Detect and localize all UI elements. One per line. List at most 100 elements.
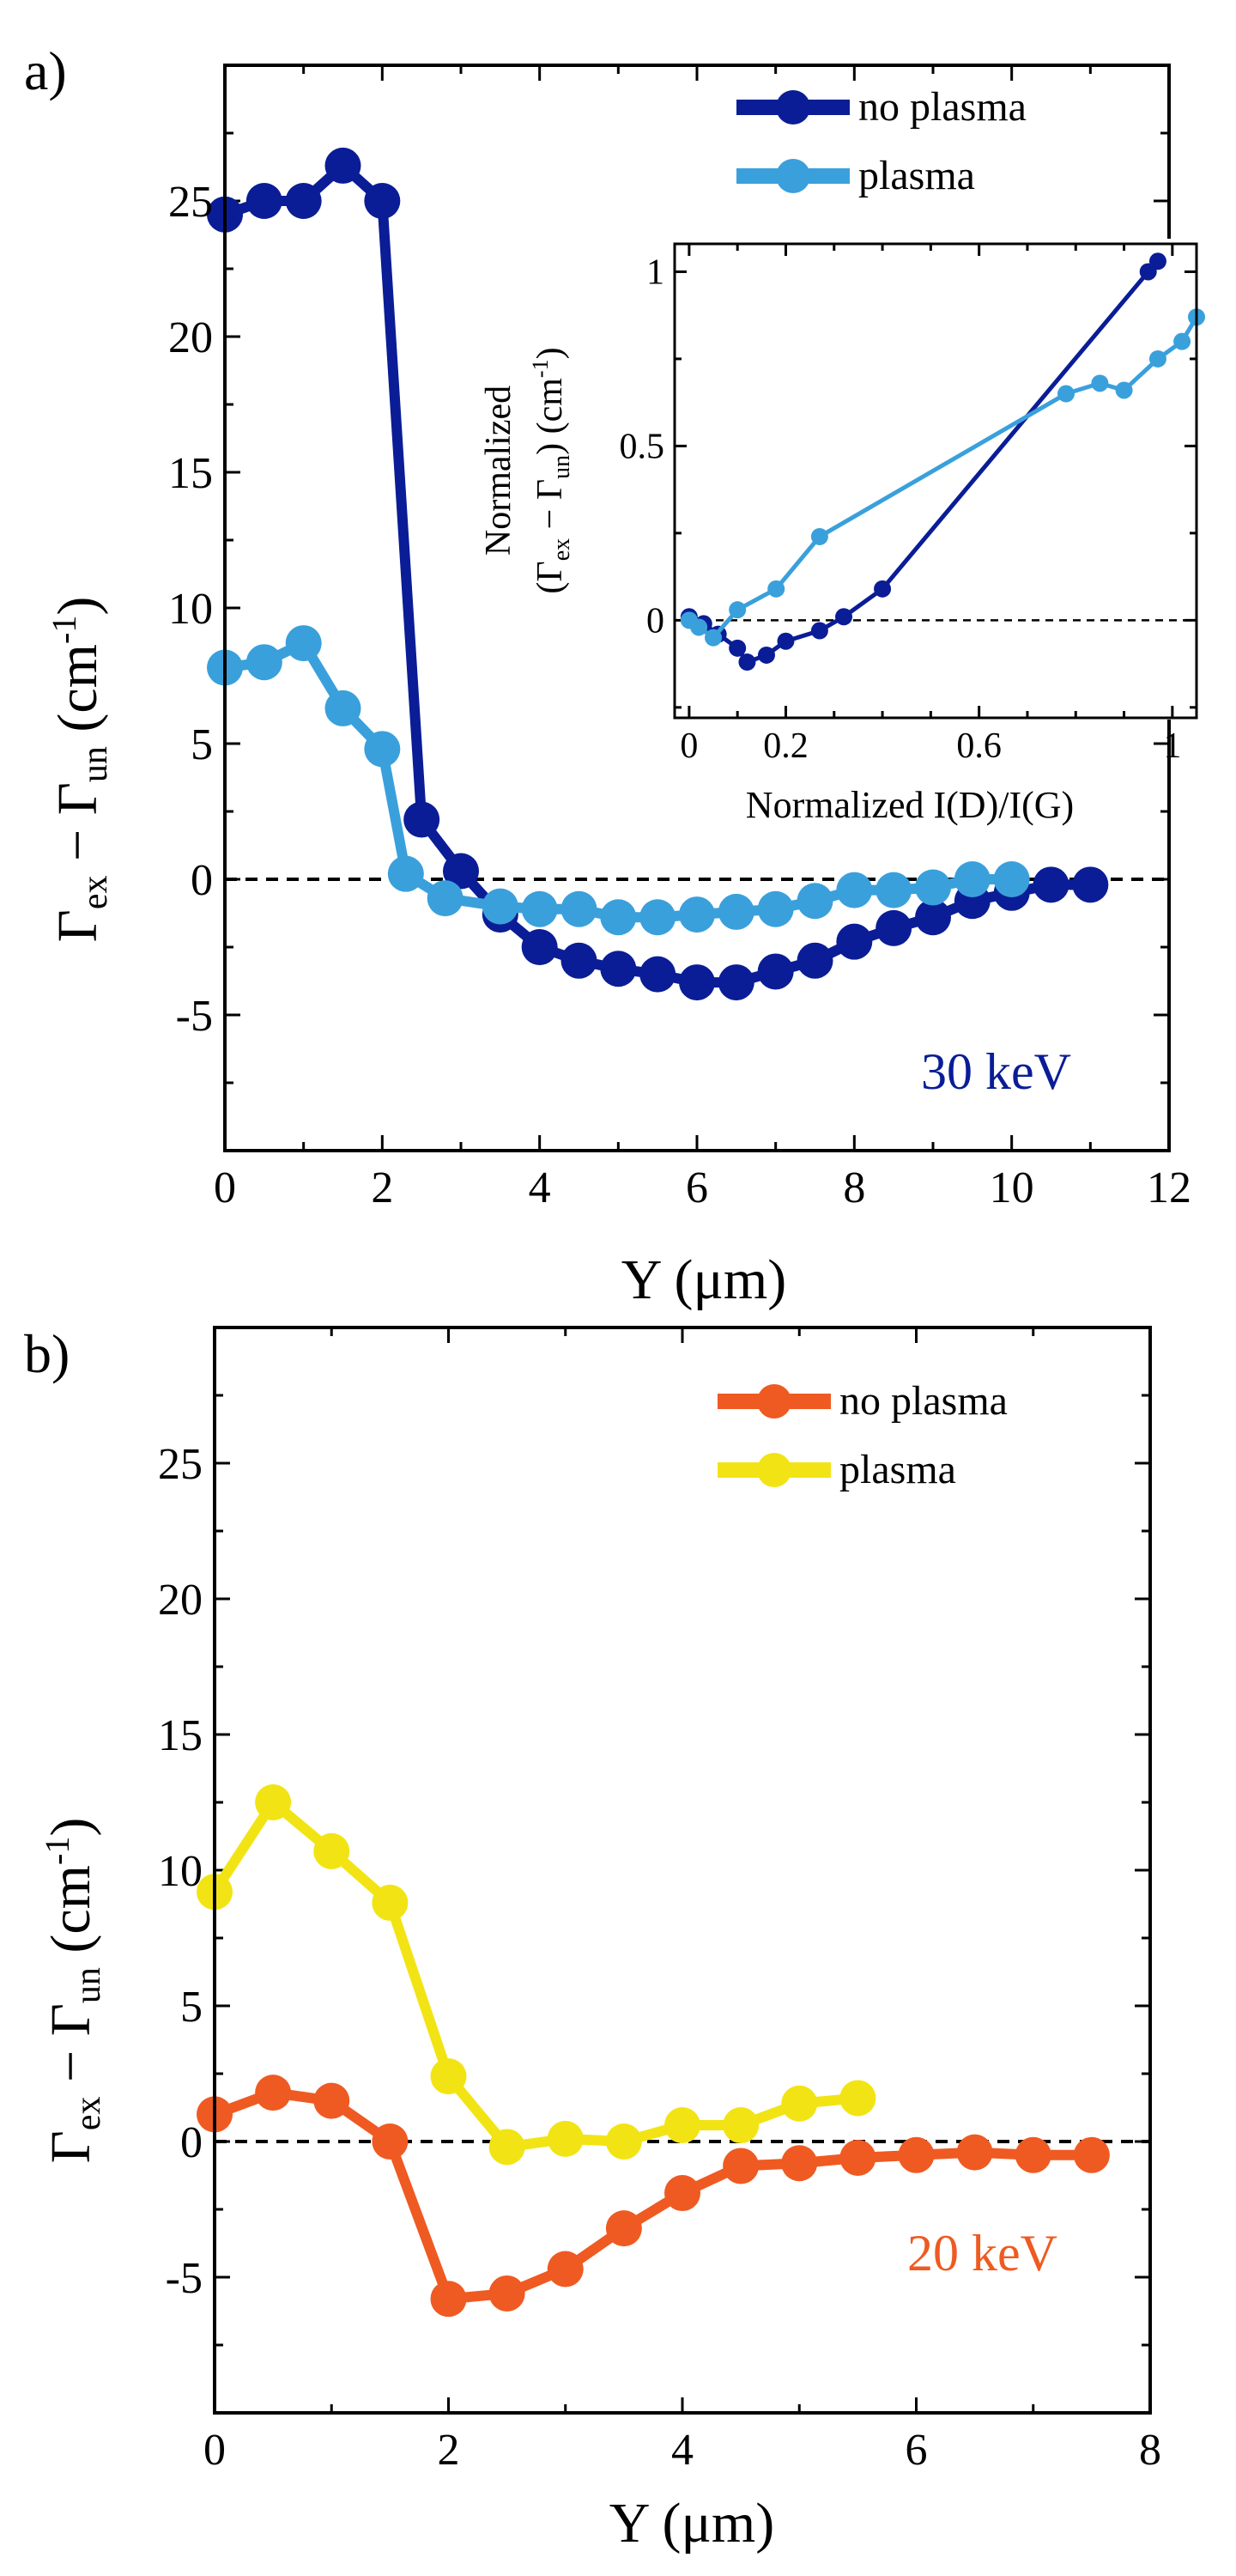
inset-x-tick-label: 0 [680, 726, 698, 766]
data-point [372, 1884, 409, 1921]
panel-b-y-axis-label: Γex − Γun (cm-1) [38, 1818, 108, 2164]
panel-a-series-layer [207, 147, 1109, 1001]
x-tick-label: 12 [1147, 1163, 1191, 1212]
data-point [443, 853, 479, 890]
data-point [639, 899, 676, 936]
y-tick-label: 20 [158, 1576, 203, 1625]
inset-y-tick-label: 1 [646, 252, 664, 292]
panel-a-legend: no plasma plasma [736, 84, 1027, 198]
data-point [757, 890, 794, 927]
legend-marker-plasma [757, 1453, 791, 1487]
y-tick-label: 10 [168, 585, 213, 634]
data-point [1073, 2136, 1110, 2173]
inset-data-point [690, 618, 708, 636]
x-tick-label: 4 [671, 2426, 694, 2475]
inset-x-tick-label: 0.6 [956, 726, 1002, 766]
data-point [364, 731, 401, 768]
data-point [876, 909, 912, 946]
data-point [781, 2145, 818, 2182]
data-point [324, 147, 361, 184]
data-point [718, 893, 754, 930]
data-point [521, 890, 558, 927]
inset-data-point [810, 527, 828, 545]
data-point [488, 2275, 525, 2312]
data-point [430, 2058, 467, 2095]
data-point [403, 801, 440, 838]
panel-b-series-layer [197, 1784, 1110, 2318]
inset-data-point [835, 608, 853, 626]
x-tick-label: 4 [529, 1163, 551, 1212]
inset-x-tick-labels: 0 0.2 0.6 1 [680, 726, 1181, 766]
data-point [1033, 866, 1069, 903]
y-tick-label: -5 [166, 2254, 203, 2303]
y-tick-label: 15 [168, 449, 213, 498]
x-tick-label: 8 [843, 1163, 865, 1212]
data-point [285, 625, 322, 662]
data-point [255, 1784, 292, 1820]
series-plasma [207, 625, 1030, 936]
y-tick-label: 20 [168, 313, 213, 362]
inset-data-point [874, 580, 892, 598]
data-point [836, 923, 873, 960]
x-tick-label: 0 [214, 1163, 236, 1212]
x-tick-label: 6 [686, 1163, 708, 1212]
series-line [212, 2087, 1092, 2305]
y-tick-label: 25 [158, 1440, 203, 1489]
panel-b-label: b) [24, 1323, 70, 1384]
data-point [313, 2082, 350, 2119]
data-point [547, 2120, 584, 2157]
panel-b-plot-frame [213, 1326, 1152, 2415]
y-tick-label: 0 [180, 2118, 203, 2167]
data-point [956, 2134, 993, 2171]
data-point [723, 2148, 760, 2184]
data-point [605, 2210, 642, 2247]
data-point [324, 690, 361, 726]
data-point [427, 880, 464, 917]
inset-data-point [1115, 381, 1133, 399]
panel-a-inset-chart: 0 0.2 0.6 1 00.51 Normalized I(D)/I(G) Norm… [479, 239, 1205, 826]
data-point [757, 953, 794, 990]
legend-label-plasma: plasma [858, 153, 975, 198]
data-point [993, 861, 1030, 897]
inset-data-point [1148, 252, 1166, 270]
y-tick-label: 5 [191, 720, 213, 769]
data-point [679, 896, 715, 933]
inset-series-layer [680, 252, 1205, 671]
data-point [600, 899, 637, 936]
data-point [679, 964, 715, 1001]
panel-a-x-tick-labels: 0 2 4 6 8 10 12 [214, 1163, 1191, 1212]
x-tick-label: 2 [371, 1163, 393, 1212]
inset-data-point [1173, 332, 1191, 350]
data-point [664, 2107, 700, 2144]
panel-b-y-tick-labels: -5 0 5 10 15 20 25 [158, 1440, 203, 2303]
inset-data-point [767, 580, 785, 598]
inset-data-point [738, 653, 756, 671]
data-point [255, 2075, 292, 2111]
y-tick-label: 25 [168, 178, 213, 227]
data-point [560, 942, 597, 979]
data-point [387, 855, 424, 892]
data-point [560, 890, 597, 927]
data-point [245, 644, 282, 681]
y-tick-label: 10 [158, 1847, 203, 1896]
data-point [364, 183, 401, 219]
panel-b-legend: no plasma plasma [718, 1378, 1008, 1492]
panel-b-energy-annotation: 20 keV [907, 2225, 1057, 2281]
data-point [547, 2251, 584, 2287]
x-tick-label: 0 [203, 2426, 226, 2475]
data-point [285, 183, 322, 219]
x-tick-label: 2 [438, 2426, 460, 2475]
data-point [797, 942, 833, 979]
data-point [839, 2080, 876, 2117]
legend-label-no-plasma: no plasma [858, 84, 1027, 130]
inset-x-tick-label: 0.2 [763, 726, 809, 766]
inset-x-axis-label: Normalized I(D)/I(G) [746, 784, 1074, 826]
legend-marker-plasma [776, 159, 810, 193]
y-tick-label: 15 [158, 1711, 203, 1760]
data-point [482, 888, 518, 925]
data-point [313, 1832, 350, 1869]
inset-series-plasma [680, 308, 1205, 647]
inset-data-point [729, 639, 747, 657]
data-point [430, 2281, 467, 2318]
